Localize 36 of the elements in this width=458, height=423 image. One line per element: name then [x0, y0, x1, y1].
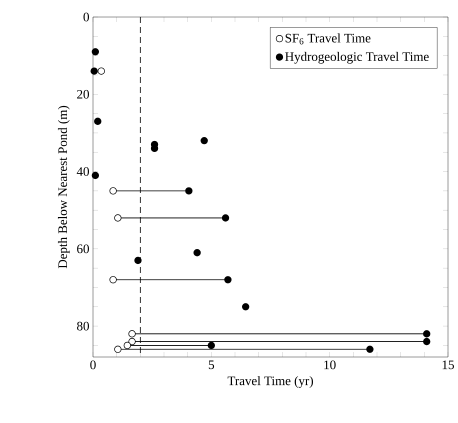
point — [224, 276, 232, 284]
point — [423, 338, 430, 346]
point — [423, 330, 430, 338]
x-tick-label: 0 — [90, 360, 96, 370]
point — [98, 67, 105, 75]
point — [124, 342, 131, 350]
point — [185, 187, 192, 195]
point — [109, 276, 117, 284]
x-tick-label: 5 — [208, 360, 214, 370]
y-tick-label: 60 — [77, 244, 89, 254]
point — [109, 187, 117, 195]
point — [200, 136, 208, 144]
y-axis-title: Depth Below Nearest Pond (m) — [58, 106, 70, 268]
point — [92, 172, 100, 180]
point — [92, 48, 100, 56]
point — [366, 346, 374, 353]
x-tick-label: 15 — [442, 360, 454, 370]
y-tick-label: 80 — [77, 322, 89, 330]
point — [90, 67, 98, 75]
point — [222, 214, 230, 222]
y-tick-label: 40 — [76, 167, 89, 176]
legend-label: Hydrogeologic Travel Time — [285, 52, 429, 64]
point — [128, 330, 136, 338]
point — [193, 249, 201, 256]
point — [242, 303, 250, 310]
point — [134, 256, 142, 264]
point — [94, 118, 102, 125]
x-axis-title: Travel Time (yr) — [228, 376, 313, 388]
x-tick-label: 10 — [324, 360, 336, 370]
point — [114, 346, 122, 353]
legend-label: SF$_{6}$ Travel Time — [286, 33, 370, 44]
point — [114, 214, 122, 222]
y-tick-label: 0 — [84, 12, 89, 22]
y-tick-label: 20 — [77, 90, 89, 99]
point — [208, 342, 215, 350]
point — [128, 338, 136, 346]
